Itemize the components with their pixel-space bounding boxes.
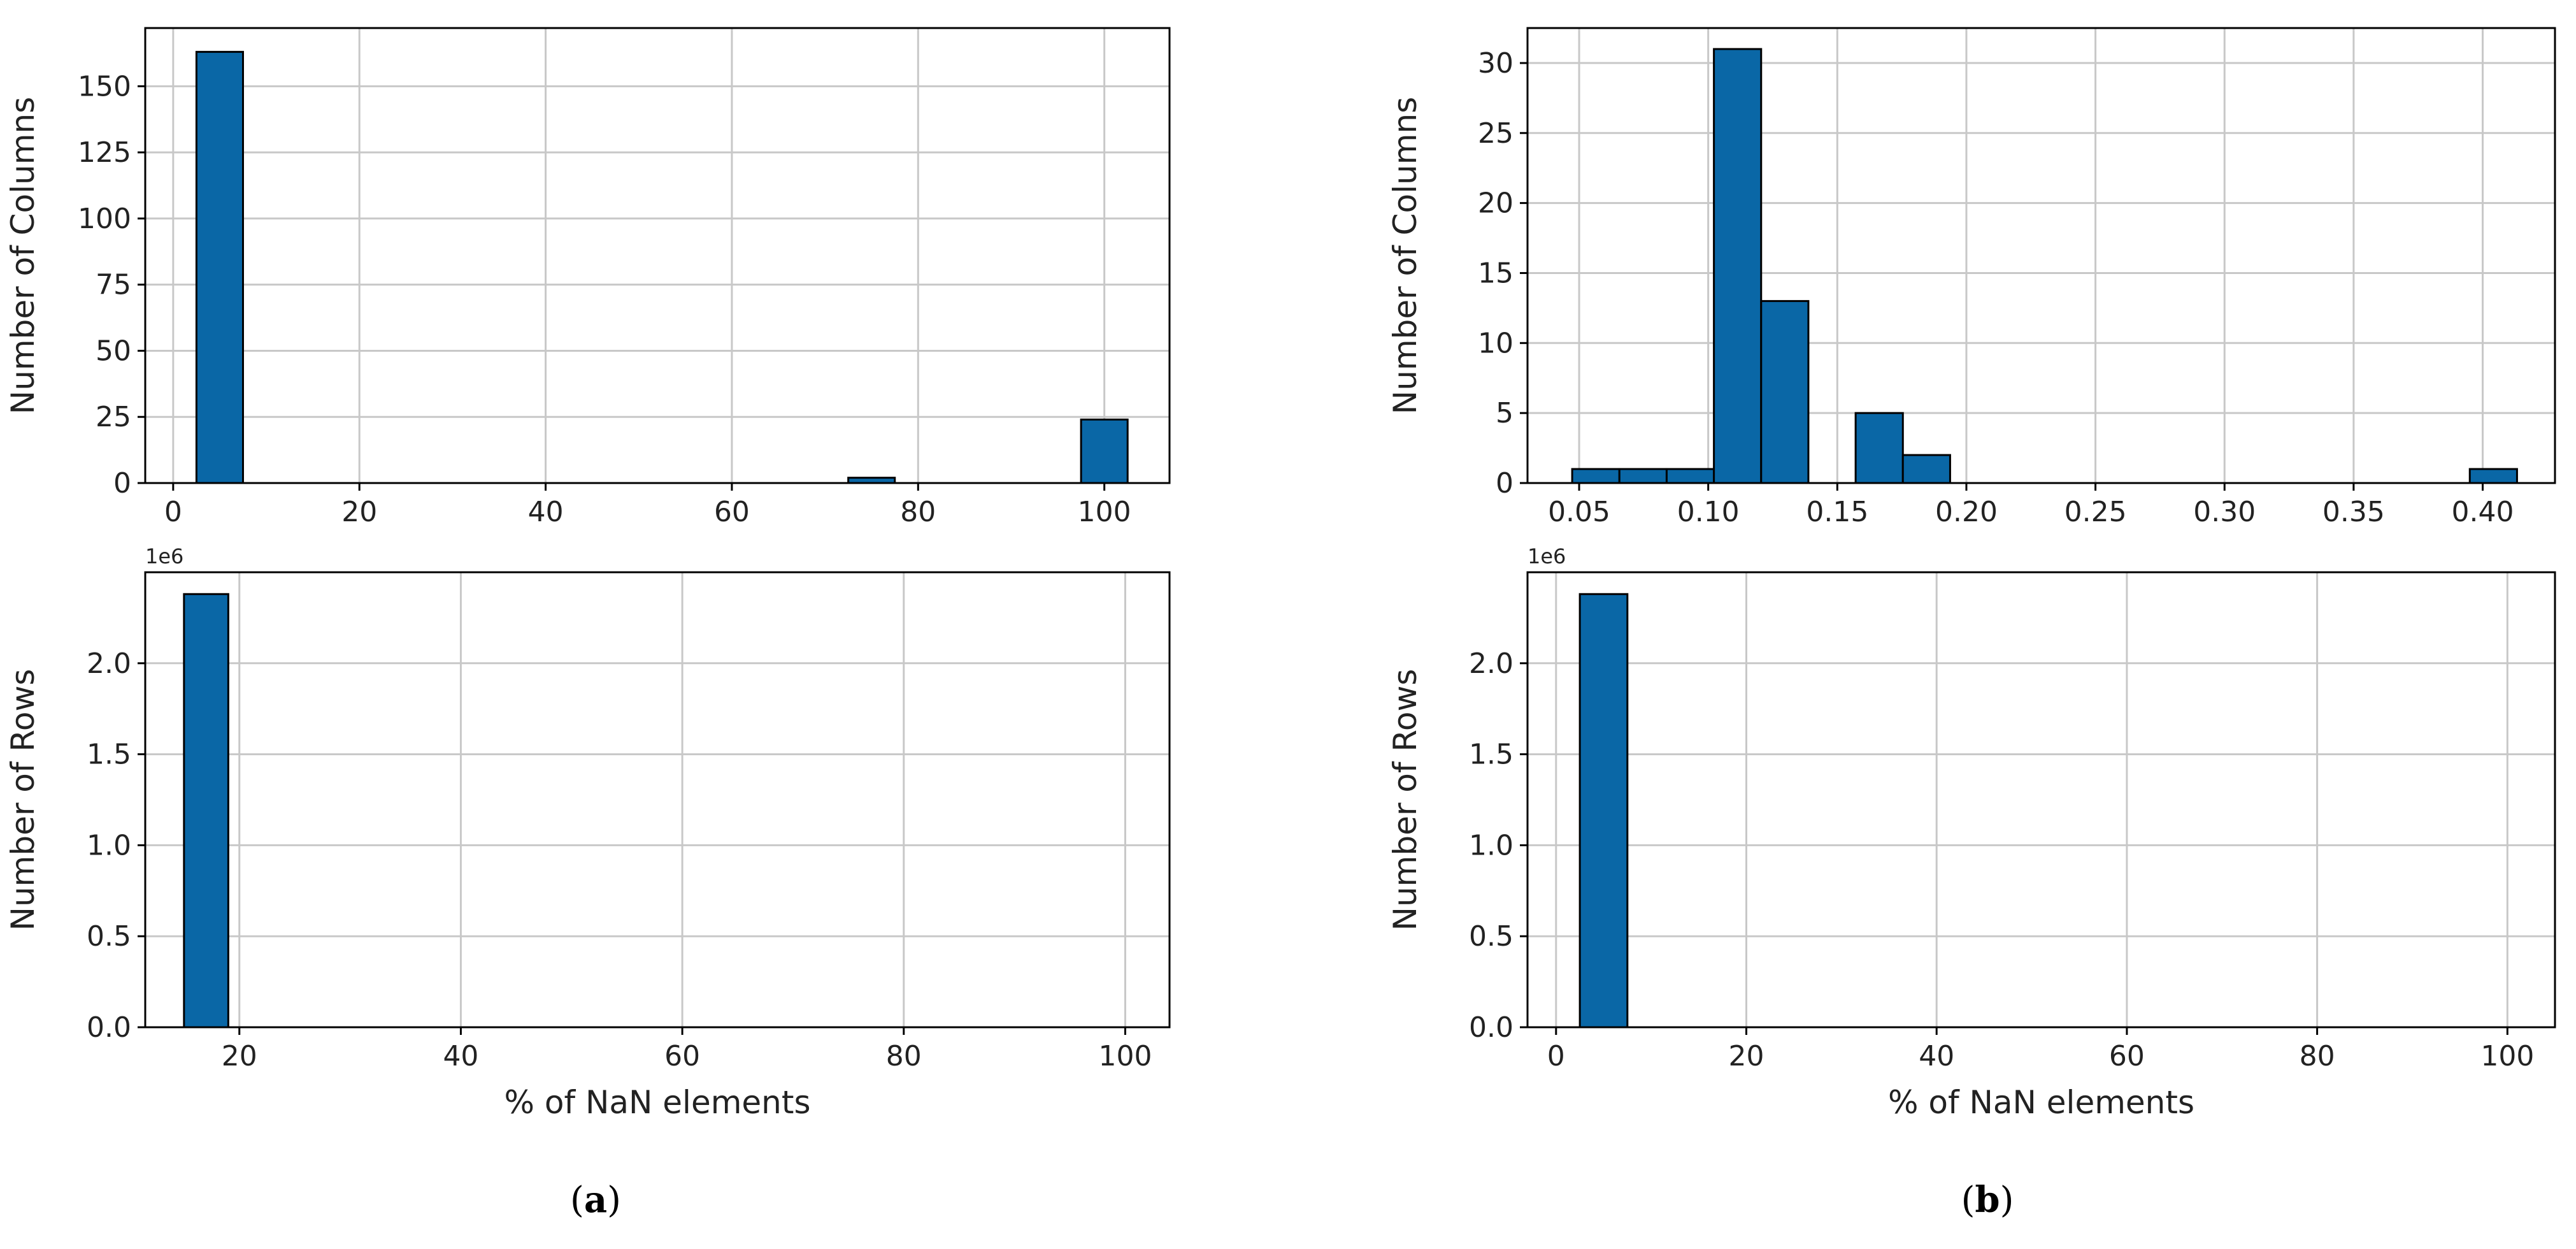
panel-label-a-close: ) [607, 1180, 621, 1221]
y-tick-label: 0.5 [1469, 920, 1513, 953]
x-tick-label: 100 [2480, 1040, 2534, 1072]
y-tick-label: 75 [96, 269, 131, 301]
x-tick-label: 20 [341, 496, 377, 528]
x-tick-label: 80 [886, 1040, 922, 1072]
axes-frame [1526, 27, 2556, 484]
y-tick-label: 30 [1478, 47, 1513, 80]
histogram-bar [1713, 48, 1763, 484]
axes-frame [144, 27, 1171, 484]
y-tick-label: 150 [78, 70, 131, 103]
y-tick-label: 100 [78, 203, 131, 235]
x-tick-label: 20 [1729, 1040, 1764, 1072]
y-tick-label: 25 [96, 401, 131, 433]
y-tick-label: 1.0 [1469, 829, 1513, 862]
x-tick-label: 80 [900, 496, 936, 528]
axes-frame [1526, 571, 2556, 1029]
chart-b-bottom: 0 20 40 60 80 100 0.0 0.5 1.0 1.5 2.0 1e6 Number of … [1387, 544, 2556, 1121]
x-axis-label: % of NaN elements [1888, 1084, 2194, 1121]
y-tick-label: 50 [96, 335, 131, 367]
y-tick-label: 5 [1496, 397, 1513, 430]
chart-b-top: 0.05 0.10 0.15 0.20 0.25 0.30 0.35 0.40 0 5 10 15 20… [1387, 27, 2556, 528]
x-tick-label: 60 [714, 496, 750, 528]
x-tick-label: 0 [164, 496, 182, 528]
panel-label-a-open: ( [569, 1180, 584, 1221]
axes-frame [144, 571, 1171, 1029]
x-tick-label: 0.10 [1677, 496, 1740, 528]
x-tick-label: 0.25 [2064, 496, 2127, 528]
x-tick-label: 0.20 [1935, 496, 1998, 528]
x-tick-label: 0.15 [1806, 496, 1868, 528]
chart-a-top: 0 20 40 60 80 100 0 25 50 75 100 125 150 Number of Co… [4, 27, 1171, 528]
y-tick-label: 0 [1496, 467, 1513, 500]
histogram-bar [195, 50, 244, 484]
panel-label-a: (a) [532, 1179, 659, 1221]
x-tick-label: 40 [1919, 1040, 1954, 1072]
panel-label-b: (b) [1924, 1179, 2051, 1221]
y-tick-label: 20 [1478, 187, 1513, 220]
y-tick-label: 10 [1478, 327, 1513, 359]
x-axis-label: % of NaN elements [504, 1084, 810, 1121]
x-tick-label: 100 [1078, 496, 1131, 528]
panel-label-b-close: ) [2000, 1180, 2014, 1221]
y-tick-label: 2.0 [87, 647, 131, 680]
x-tick-label: 100 [1098, 1040, 1152, 1072]
y-tick-label: 15 [1478, 257, 1513, 289]
y-offset-label: 1e6 [1528, 544, 1566, 568]
x-tick-label: 0.05 [1548, 496, 1610, 528]
histogram-bar [1571, 468, 1621, 484]
y-axis-label: Number of Columns [4, 97, 41, 414]
y-offset-label: 1e6 [145, 544, 183, 568]
histogram-bar [1578, 593, 1629, 1029]
histogram-bar [1760, 300, 1810, 484]
histogram-bar [1901, 454, 1951, 484]
x-tick-label: 60 [2109, 1040, 2145, 1072]
chart-a-bottom: 20 40 60 80 100 0.0 0.5 1.0 1.5 2.0 1e6 Number of R… [4, 544, 1171, 1121]
y-tick-label: 0.0 [1469, 1011, 1513, 1044]
x-tick-label: 0 [1547, 1040, 1565, 1072]
y-tick-label: 125 [78, 136, 131, 169]
histogram-bar [2468, 468, 2518, 484]
y-tick-label: 0.0 [87, 1011, 131, 1044]
panel-label-a-letter: a [583, 1179, 608, 1221]
y-tick-label: 1.5 [1469, 739, 1513, 771]
y-tick-label: 0.5 [87, 920, 131, 953]
x-tick-label: 60 [664, 1040, 700, 1072]
y-axis-label: Number of Rows [1387, 669, 1424, 931]
y-axis-label: Number of Rows [4, 669, 41, 931]
x-tick-label: 40 [443, 1040, 478, 1072]
panel-label-b-open: ( [1961, 1180, 1975, 1221]
y-tick-label: 1.0 [87, 829, 131, 862]
histogram-bar [1854, 412, 1904, 484]
y-tick-label: 1.5 [87, 739, 131, 771]
y-axis-label: Number of Columns [1387, 97, 1424, 414]
x-tick-label: 20 [222, 1040, 257, 1072]
histogram-bar [183, 593, 229, 1029]
panel-label-b-letter: b [1975, 1179, 2000, 1221]
y-tick-label: 25 [1478, 117, 1513, 150]
x-tick-label: 0.35 [2322, 496, 2385, 528]
x-tick-label: 40 [528, 496, 564, 528]
y-tick-label: 2.0 [1469, 647, 1513, 680]
x-tick-label: 80 [2300, 1040, 2335, 1072]
x-tick-label: 0.40 [2452, 496, 2514, 528]
histogram-bar [1618, 468, 1668, 484]
x-tick-label: 0.30 [2193, 496, 2256, 528]
y-tick-label: 0 [113, 467, 131, 500]
histogram-bar [1665, 468, 1715, 484]
histogram-bar [1080, 418, 1129, 484]
